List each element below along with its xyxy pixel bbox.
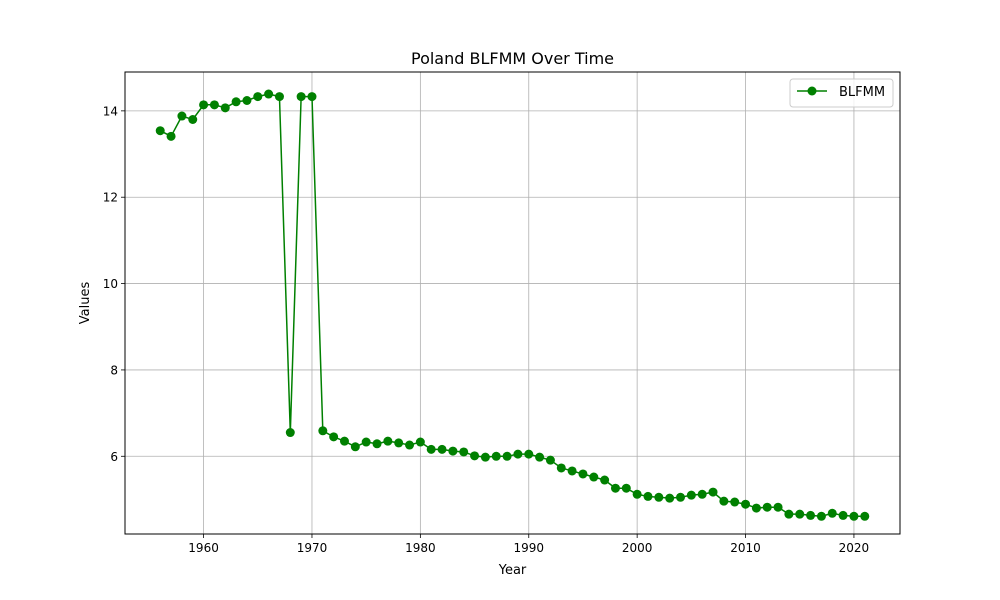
data-point: [773, 502, 783, 512]
data-point: [264, 89, 274, 99]
data-point: [849, 511, 859, 521]
grid-lines: [125, 72, 900, 534]
data-point: [394, 438, 404, 448]
data-point: [567, 466, 577, 476]
legend-box: [789, 78, 894, 108]
data-point: [383, 436, 393, 446]
data-point: [372, 439, 382, 449]
data-point: [600, 475, 610, 485]
data-point: [730, 497, 740, 507]
data-point: [632, 489, 642, 499]
data-point: [676, 492, 686, 502]
data-point: [838, 510, 848, 520]
data-point: [762, 502, 772, 512]
x-tick-label: 1990: [513, 541, 544, 555]
data-point: [806, 510, 816, 520]
legend-label: BLFMM: [839, 85, 885, 100]
data-point: [610, 483, 620, 493]
y-tick-label: 6: [110, 450, 118, 464]
data-point: [361, 437, 371, 447]
data-point: [339, 436, 349, 446]
data-point: [578, 469, 588, 479]
data-point: [524, 449, 534, 459]
chart-title: Poland BLFMM Over Time: [411, 49, 614, 68]
legend: BLFMM: [789, 78, 894, 108]
data-point: [350, 442, 360, 452]
data-point: [231, 97, 241, 107]
data-point: [491, 451, 501, 461]
x-tick-label: 1980: [405, 541, 436, 555]
data-point: [437, 444, 447, 454]
x-axis-label: Year: [498, 563, 527, 578]
data-point: [296, 92, 306, 102]
y-axis-label: Values: [78, 282, 93, 325]
data-point: [329, 432, 339, 442]
y-tick-label: 12: [103, 191, 118, 205]
data-point: [448, 446, 458, 456]
data-point: [621, 483, 631, 493]
data-point: [654, 492, 664, 502]
data-point: [795, 509, 805, 519]
data-point: [665, 493, 675, 503]
data-point: [242, 95, 252, 105]
data-point: [405, 440, 415, 450]
data-point: [426, 444, 436, 454]
data-point: [502, 451, 512, 461]
data-point: [285, 428, 295, 438]
data-point: [741, 499, 751, 509]
legend-marker-swatch: [807, 86, 817, 96]
data-point: [545, 455, 555, 465]
data-point: [513, 449, 523, 459]
data-point: [274, 92, 284, 102]
data-point: [220, 103, 230, 113]
data-point: [459, 447, 469, 457]
data-point: [166, 131, 176, 141]
x-tick-label: 1970: [297, 541, 328, 555]
data-point: [643, 491, 653, 501]
data-point: [860, 511, 870, 521]
data-point: [697, 489, 707, 499]
data-point: [589, 472, 599, 482]
data-point: [686, 490, 696, 500]
x-tick-label: 2000: [622, 541, 653, 555]
x-tick-label: 2010: [730, 541, 761, 555]
data-point: [784, 509, 794, 519]
y-tick-label: 14: [103, 104, 118, 118]
x-tick-label: 1960: [188, 541, 219, 555]
data-point: [209, 100, 219, 110]
data-point: [155, 126, 165, 136]
data-point: [318, 426, 328, 436]
data-point: [415, 437, 425, 447]
data-point: [470, 451, 480, 461]
y-tick-label: 8: [110, 363, 118, 377]
data-point: [751, 503, 761, 513]
x-tick-label: 2020: [839, 541, 870, 555]
y-tick-label: 10: [103, 277, 118, 291]
data-point: [307, 92, 317, 102]
data-point: [480, 452, 490, 462]
axes-layer: 1960 1970 1980 1990 2000 2010 2020 6 8 10 12 14: [103, 104, 869, 555]
data-point: [188, 114, 198, 124]
plot-frame: [124, 71, 901, 535]
data-point: [535, 452, 545, 462]
series-layer: [155, 89, 870, 521]
data-point: [708, 487, 718, 497]
data-point: [199, 100, 209, 110]
data-point: [177, 111, 187, 121]
data-point: [253, 92, 263, 102]
data-point: [816, 511, 826, 521]
data-point: [719, 496, 729, 506]
data-point: [827, 508, 837, 518]
data-point: [556, 463, 566, 473]
